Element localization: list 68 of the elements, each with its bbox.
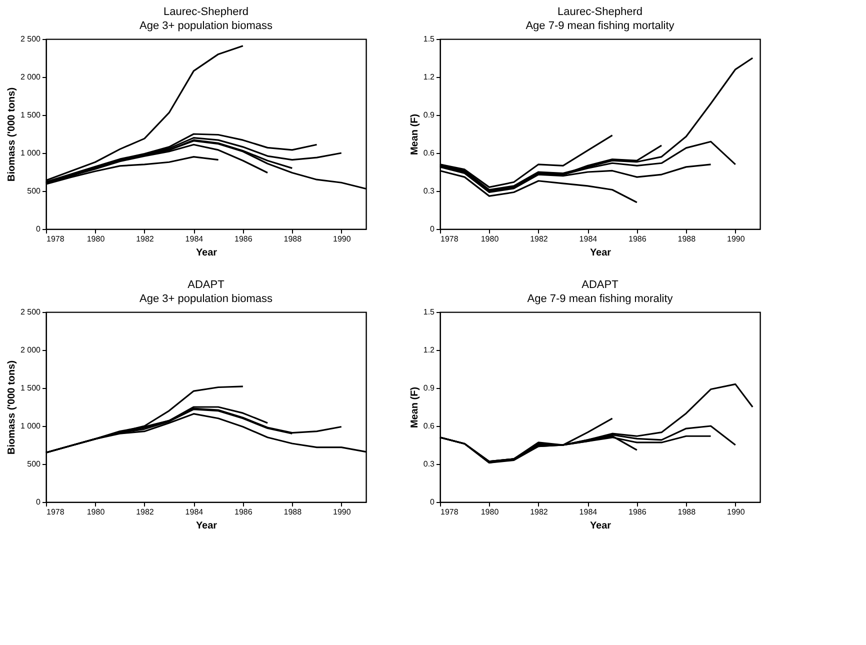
x-tick-label: 1984	[185, 508, 204, 516]
y-axis-title: Biomass ('000 tons)	[6, 360, 18, 455]
x-tick-label: 1978	[440, 234, 459, 244]
y-tick-label: 0.6	[423, 148, 436, 158]
y-axis-title: Mean (F)	[409, 114, 420, 156]
y-tick-label: 1 000	[20, 422, 42, 430]
chart-subtitle: Age 3+ population biomass	[139, 293, 273, 305]
y-tick-label: 0	[36, 224, 42, 234]
x-tick-label: 1984	[185, 234, 204, 244]
x-axis-title: Year	[590, 248, 612, 258]
x-axis-title: Year	[196, 520, 218, 532]
x-tick-label: 1982	[530, 508, 548, 516]
y-tick-label: 500	[27, 186, 42, 196]
chart-subtitle: Age 7-9 mean fishing mortality	[526, 20, 675, 32]
x-tick-label: 1990	[332, 508, 352, 516]
chart-subtitle: Age 3+ population biomass	[139, 20, 273, 32]
x-tick-label: 1982	[136, 508, 154, 516]
y-tick-label: 2 000	[20, 72, 42, 82]
x-tick-label: 1984	[579, 508, 598, 516]
x-tick-label: 1990	[726, 508, 746, 516]
x-tick-label: 1984	[579, 234, 598, 244]
x-tick-label: 1978	[46, 508, 65, 516]
x-tick-label: 1986	[234, 508, 253, 516]
y-tick-label: 1.2	[423, 72, 436, 82]
y-tick-label: 0	[430, 224, 436, 234]
x-tick-label: 1980	[86, 234, 106, 244]
y-tick-label: 0.3	[423, 460, 436, 468]
y-tick-label: 1.5	[423, 308, 436, 316]
x-tick-label: 1982	[136, 234, 154, 244]
chart-title: ADAPT	[188, 279, 225, 291]
x-tick-label: 1990	[726, 234, 746, 244]
chart-title: Laurec-Shepherd	[557, 6, 643, 18]
x-tick-label: 1980	[480, 508, 500, 516]
x-axis-title: Year	[196, 248, 218, 258]
chart-subtitle: Age 7-9 mean fishing morality	[527, 293, 674, 305]
y-tick-label: 0.9	[423, 384, 436, 392]
y-axis-title: Mean (F)	[409, 386, 420, 428]
y-tick-label: 0	[36, 498, 42, 506]
y-tick-label: 1 500	[20, 110, 42, 120]
x-tick-label: 1980	[480, 234, 500, 244]
y-tick-label: 0.3	[423, 186, 436, 196]
y-tick-label: 1 000	[20, 148, 42, 158]
x-tick-label: 1978	[440, 508, 459, 516]
y-tick-label: 2 500	[20, 308, 42, 316]
x-tick-label: 1990	[332, 234, 352, 244]
x-tick-label: 1986	[234, 234, 253, 244]
chart-title: Laurec-Shepherd	[163, 6, 249, 18]
x-axis-title: Year	[590, 520, 612, 532]
x-tick-label: 1988	[284, 508, 302, 516]
y-tick-label: 0	[430, 498, 436, 506]
y-tick-label: 1.2	[423, 346, 436, 354]
x-tick-label: 1982	[530, 234, 548, 244]
y-tick-label: 500	[27, 460, 42, 468]
y-tick-label: 1 500	[20, 384, 42, 392]
x-tick-label: 1986	[628, 234, 647, 244]
x-tick-label: 1986	[628, 508, 647, 516]
x-tick-label: 1980	[86, 508, 106, 516]
x-tick-label: 1988	[678, 234, 696, 244]
x-tick-label: 1988	[284, 234, 302, 244]
x-tick-label: 1988	[678, 508, 696, 516]
y-tick-label: 2 500	[20, 34, 42, 44]
x-tick-label: 1978	[46, 234, 65, 244]
y-tick-label: 0.6	[423, 422, 436, 430]
y-axis-title: Biomass ('000 tons)	[6, 87, 18, 182]
chart-title: ADAPT	[582, 279, 619, 291]
y-tick-label: 0.9	[423, 110, 436, 120]
y-tick-label: 1.5	[423, 34, 436, 44]
y-tick-label: 2 000	[20, 346, 42, 354]
